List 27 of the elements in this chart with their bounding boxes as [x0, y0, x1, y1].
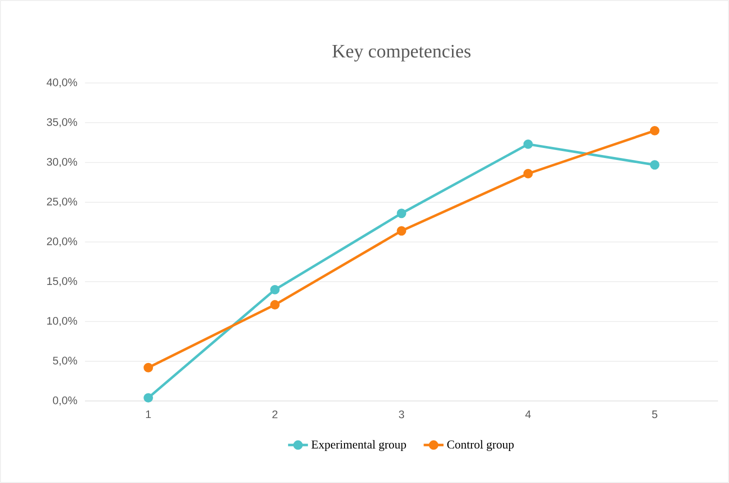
y-tick-label: 30,0% — [46, 158, 78, 168]
y-tick-label: 20,0% — [46, 237, 78, 247]
x-tick-label: 3 — [398, 410, 404, 418]
y-tick-label: 10,0% — [47, 316, 78, 326]
point — [650, 126, 660, 136]
point — [396, 226, 406, 236]
y-tick-label: 15,0% — [47, 277, 78, 286]
y-tick-label: 5,0% — [52, 356, 78, 366]
x-tick-label: 4 — [525, 410, 531, 418]
y-tick-label: 35,0% — [46, 118, 78, 128]
x-tick-label: 5 — [652, 410, 658, 418]
x-tick-label: 1 — [146, 410, 151, 418]
y-tick-label: 25,0% — [46, 198, 78, 207]
legend-label: Control group — [447, 440, 514, 452]
point — [396, 208, 406, 218]
point — [270, 300, 280, 310]
point — [523, 168, 533, 178]
point — [144, 393, 154, 403]
chart-title: Key competencies — [332, 44, 470, 62]
x-tick-label: 2 — [272, 410, 278, 418]
point — [523, 139, 533, 149]
point — [144, 362, 154, 372]
point — [650, 160, 660, 170]
point — [270, 284, 280, 294]
y-tick-label: 0,0% — [52, 396, 78, 406]
legend-label: Experimental group — [312, 440, 406, 452]
y-tick-label: 40,0% — [46, 78, 78, 88]
